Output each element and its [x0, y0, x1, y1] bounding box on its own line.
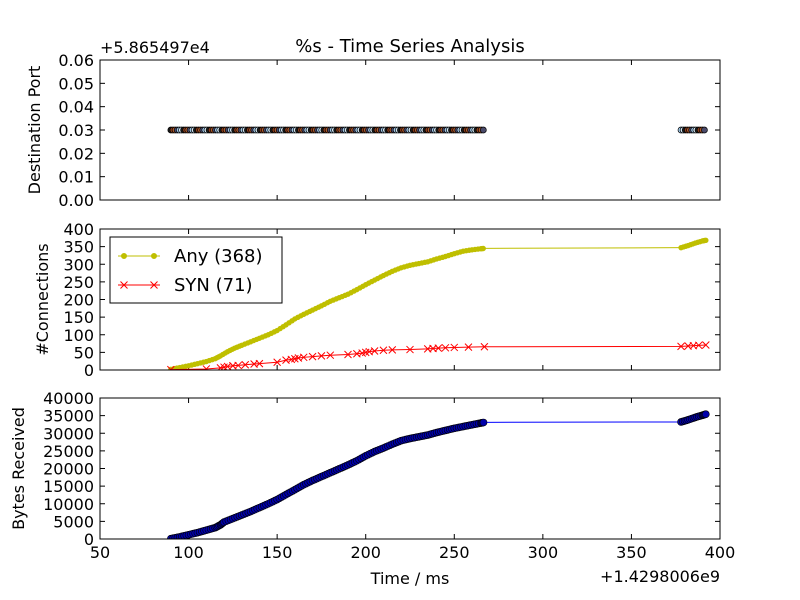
series-point [677, 342, 685, 351]
x-tick-label: 150 [262, 543, 293, 562]
y-axis-label: Bytes Received [9, 407, 28, 530]
x-tick-label: 350 [616, 543, 647, 562]
series-point [480, 245, 486, 252]
x-tick-label: 50 [90, 543, 110, 562]
plot-area [167, 126, 708, 134]
y-tick-label: 300 [63, 255, 94, 274]
legend: Any (368) SYN (71) [109, 236, 283, 304]
y-tick-label: 250 [63, 273, 94, 292]
y-tick-label: 0.00 [58, 191, 94, 210]
panels: 0.00 0.01 0.02 0.03 0.04 0.05 0.06 Destination … [9, 51, 735, 562]
series-point [379, 346, 388, 355]
series-point [480, 342, 489, 351]
legend-marker [120, 281, 128, 289]
y-tick-label: 150 [63, 308, 94, 327]
y-tick-label: 10000 [43, 495, 94, 514]
x-tick-label: 200 [350, 543, 381, 562]
y-tick-label: 0.05 [58, 74, 94, 93]
series-point [255, 359, 264, 368]
y-tick-label: 0.02 [58, 144, 94, 163]
series-point [464, 343, 473, 351]
series-point [406, 345, 414, 354]
series-point [388, 346, 397, 354]
series-point [326, 351, 335, 360]
x-tick-label: 100 [173, 543, 204, 562]
y-tick-label: 30000 [43, 424, 94, 443]
y-tick-label: 200 [63, 291, 94, 310]
series-point [308, 352, 317, 361]
legend-label: Any (368) [174, 246, 263, 267]
y-tick-label: 400 [63, 220, 94, 239]
series-point [234, 361, 243, 370]
x-tick-label: 300 [528, 543, 559, 562]
y-tick-label: 35000 [43, 407, 94, 426]
y-tick-label: 5000 [53, 512, 94, 531]
y-tick-label: 40000 [43, 389, 94, 408]
legend-label: SYN (71) [174, 275, 253, 296]
legend-box [109, 236, 283, 304]
series-line [170, 344, 706, 370]
panel-destination-port: 0.00 0.01 0.02 0.03 0.04 0.05 0.06 Destination … [25, 51, 721, 210]
series-point [694, 341, 703, 350]
scatter-point [701, 126, 708, 134]
scatter-point [479, 126, 487, 134]
x-axis-offset-label: +1.4298006e9 [600, 567, 720, 586]
panel-frame [99, 59, 721, 201]
legend-marker [121, 253, 127, 259]
series-point [317, 352, 326, 360]
y-tick-label: 0.06 [58, 51, 94, 70]
series-point [299, 353, 308, 362]
x-tick-label: 250 [439, 543, 470, 562]
series-point [450, 343, 459, 352]
y-tick-label: 0 [84, 361, 94, 380]
series-point [344, 350, 352, 359]
legend-marker [151, 253, 157, 259]
series-point [273, 358, 281, 367]
y-tick-label: 0.01 [58, 168, 94, 187]
series-point [702, 410, 710, 419]
plot-area [167, 237, 710, 370]
panel-frame [99, 397, 721, 540]
plot-area [167, 410, 710, 539]
series-point [441, 343, 450, 352]
y-tick-label: 350 [63, 238, 94, 257]
legend-marker [150, 281, 158, 289]
y-tick-label: 50 [74, 343, 94, 362]
panel-bytes-received: 0500010000150002000025000300003500040000… [9, 389, 735, 562]
y-tick-label: 0.04 [58, 98, 94, 117]
chart-title: %s - Time Series Analysis [295, 36, 524, 57]
destination-port-offset-label: +5.865497e4 [100, 38, 210, 57]
y-axis-label: #Connections [33, 243, 52, 355]
series-point [434, 344, 443, 352]
y-axis-label: Destination Port [25, 66, 44, 195]
series-point [202, 365, 211, 370]
series-point [701, 341, 710, 349]
y-tick-label: 0.03 [58, 121, 94, 140]
series-point [370, 347, 379, 355]
y-tick-label: 20000 [43, 460, 94, 479]
x-axis-label: Time / ms [370, 569, 450, 588]
y-tick-label: 100 [63, 326, 94, 345]
y-tick-label: 25000 [43, 442, 94, 461]
series-point [241, 360, 250, 369]
series-point [479, 418, 488, 427]
y-tick-label: 15000 [43, 477, 94, 496]
x-tick-label: 400 [705, 543, 736, 562]
series-point [703, 237, 709, 243]
panel-frame [99, 228, 721, 371]
y-tick-label: 0 [84, 530, 94, 549]
